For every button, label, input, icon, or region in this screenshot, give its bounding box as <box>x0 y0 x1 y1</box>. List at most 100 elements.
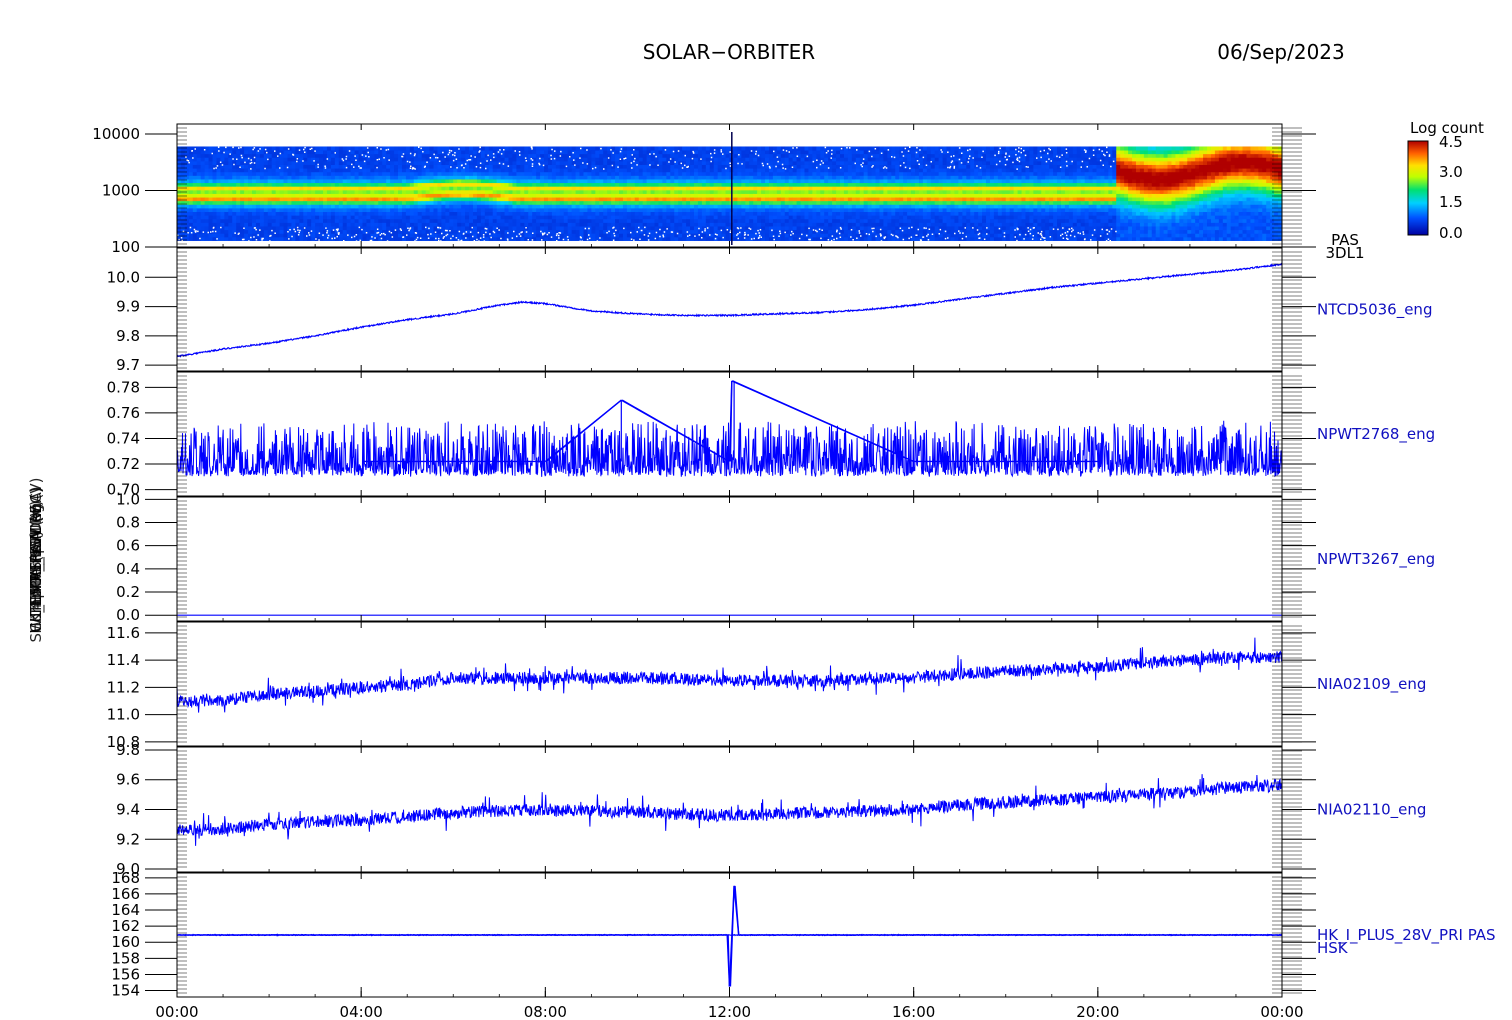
spectrogram-cell <box>465 236 470 241</box>
spectrogram-cell <box>788 222 794 227</box>
spectrogram-cell <box>824 222 829 227</box>
spectrogram-cell <box>370 204 375 209</box>
spectrogram-cell <box>378 193 383 198</box>
spectrogram-cell <box>666 233 671 238</box>
spectrogram-cell <box>311 186 316 191</box>
spectrogram-cell <box>761 160 766 165</box>
spectrogram-cell <box>745 153 750 158</box>
spectrogram-cell <box>721 208 726 213</box>
spectrogram-cell <box>717 222 723 227</box>
spectrogram-cell <box>788 168 794 173</box>
spectrogram-cell <box>366 157 371 162</box>
spectrogram-cell <box>528 200 533 205</box>
spectrogram-cell <box>796 215 801 220</box>
spectrogram-cell <box>863 153 869 158</box>
spectrogram-cell <box>401 182 407 187</box>
spectrogram-cell <box>354 211 359 216</box>
spectrogram-cell <box>559 160 565 165</box>
spectrogram-cell <box>903 193 908 198</box>
spectrogram-cell <box>709 218 715 223</box>
spectrogram-cell <box>709 171 715 176</box>
spectrogram-cell <box>524 186 529 191</box>
spectrogram-cell <box>248 193 253 198</box>
spectrogram-cell <box>405 186 411 191</box>
spectrogram-cell <box>642 222 648 227</box>
spectrogram-cell <box>563 200 569 205</box>
spectrogram-cell <box>772 179 778 184</box>
spectrogram-cell <box>800 175 805 180</box>
spectrogram-cell <box>717 197 723 202</box>
spectrogram-cell <box>417 222 423 227</box>
spectrogram-cell <box>236 211 241 216</box>
spectrogram-cell <box>832 233 837 238</box>
spectrogram-cell <box>907 186 912 191</box>
spectrogram-cell <box>922 208 928 213</box>
spectrogram-cell <box>658 189 663 194</box>
spectrogram-cell <box>208 153 213 158</box>
spectrogram-cell <box>563 197 569 202</box>
spectrogram-cell <box>291 215 296 220</box>
spectrogram-cell <box>437 215 442 220</box>
spectrogram-cell <box>583 150 588 155</box>
spectrogram-cell <box>792 197 797 202</box>
spectrogram-cell <box>251 193 257 198</box>
spectrogram-cell <box>828 204 833 209</box>
spectrogram-cell <box>686 226 691 231</box>
spectrogram-cell <box>299 226 304 231</box>
spectrogram-cell <box>713 229 719 234</box>
spectrogram-cell <box>922 168 928 173</box>
spectrogram-cell <box>847 197 853 202</box>
spectrogram-cell <box>311 226 316 231</box>
spectrogram-cell <box>323 204 328 209</box>
spectrogram-cell <box>342 189 348 194</box>
spectrogram-cell <box>354 157 359 162</box>
spectrogram-cell <box>532 189 537 194</box>
spectrogram-cell <box>421 215 427 220</box>
spectrogram-cell <box>646 218 651 223</box>
spectrogram-cell <box>843 193 849 198</box>
spectrogram-cell <box>220 189 225 194</box>
spectrogram-cell <box>634 226 640 231</box>
spectrogram-cell <box>405 146 411 151</box>
spectrogram-cell <box>520 160 525 165</box>
spectrogram-cell <box>879 179 884 184</box>
spectrogram-cell <box>421 164 427 169</box>
spectrogram-cell <box>863 171 869 176</box>
spectrogram-cell <box>847 200 853 205</box>
spectrogram-cell <box>879 157 884 162</box>
spectrogram-cell <box>622 182 628 187</box>
spectrogram-cell <box>871 208 876 213</box>
spectrogram-cell <box>401 160 407 165</box>
spectrogram-cell <box>820 171 825 176</box>
spectrogram-cell <box>583 189 588 194</box>
spectrogram-cell <box>382 208 387 213</box>
spectrogram-cell <box>855 164 861 169</box>
spectrogram-cell <box>236 171 241 176</box>
spectrogram-cell <box>208 189 213 194</box>
spectrogram-cell <box>528 197 533 202</box>
spectrogram-cell <box>721 193 726 198</box>
spectrogram-cell <box>615 218 620 223</box>
spectrogram-cell <box>224 157 229 162</box>
spectrogram-cell <box>903 182 908 187</box>
spectrogram-cell <box>824 197 829 202</box>
spectrogram-cell <box>914 226 920 231</box>
spectrogram-cell <box>220 146 225 151</box>
spectrogram-cell <box>599 150 604 155</box>
spectrogram-cell <box>855 208 861 213</box>
spectrogram-cell <box>922 233 928 238</box>
spectrogram-cell <box>244 233 249 238</box>
spectrogram-cell <box>417 218 423 223</box>
spectrogram-cell <box>812 168 817 173</box>
spectrogram-cell <box>394 233 399 238</box>
spectrogram-cell <box>587 157 592 162</box>
spectrogram-cell <box>607 160 612 165</box>
spectrogram-cell <box>571 160 576 165</box>
spectrogram-cell <box>524 182 529 187</box>
spectrogram-cell <box>386 153 391 158</box>
spectrogram-cell <box>326 189 332 194</box>
spectrogram-cell <box>555 171 561 176</box>
spectrogram-cell <box>693 189 699 194</box>
spectrogram-cell <box>374 186 379 191</box>
spectrogram-cell <box>824 233 829 238</box>
